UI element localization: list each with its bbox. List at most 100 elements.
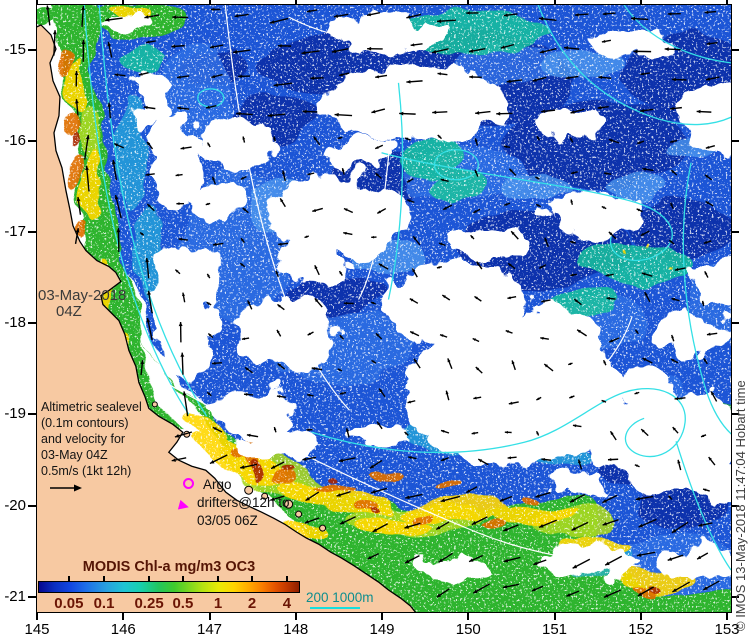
sealevel-contours — [83, 5, 731, 571]
colorbar-tick — [103, 576, 106, 581]
velocity-arrow-icon — [469, 75, 482, 79]
velocity-arrow-icon — [181, 292, 186, 303]
lon-tick — [467, 613, 470, 620]
lat-tick — [28, 140, 36, 143]
velocity-arrow-icon — [74, 228, 80, 245]
lon-tick — [639, 613, 642, 620]
velocity-arrow-icon — [531, 585, 544, 592]
velocity-arrow-icon — [608, 337, 620, 343]
lon-tick — [208, 613, 211, 620]
velocity-arrow-icon — [466, 11, 479, 15]
lat-tick-right — [732, 413, 739, 416]
lon-tick-top — [381, 0, 383, 4]
velocity-arrow-icon — [670, 202, 674, 209]
velocity-arrow-icon — [664, 47, 681, 52]
velocity-arrow-icon — [474, 295, 482, 302]
velocity-arrow-icon — [608, 231, 617, 240]
velocity-arrow-icon — [270, 495, 285, 501]
velocity-arrow-icon — [641, 272, 653, 277]
velocity-arrow-icon — [374, 144, 384, 150]
velocity-arrow-icon — [634, 391, 640, 395]
velocity-arrow-icon — [338, 270, 343, 276]
velocity-arrow-icon — [536, 396, 542, 401]
argo-note: Argo drifters@12h to 03/05 06Z — [197, 476, 290, 530]
velocity-arrow-icon — [644, 291, 651, 303]
colorbar-tick — [251, 576, 254, 581]
scalebar-label: 200 1000m — [306, 590, 374, 605]
velocity-arrow-icon — [174, 269, 181, 275]
velocity-arrow-icon — [138, 72, 149, 76]
lon-tick-label: 152 — [628, 621, 654, 638]
velocity-arrow-icon — [598, 75, 612, 80]
velocity-arrow-icon — [635, 495, 654, 501]
velocity-arrow-icon — [171, 44, 185, 49]
velocity-arrow-icon — [572, 424, 582, 428]
lat-tick-right — [732, 322, 739, 325]
velocity-arrow-icon — [503, 13, 518, 17]
velocity-arrow-icon — [465, 486, 478, 494]
colorbar-tick-label: 0.25 — [134, 595, 164, 612]
velocity-arrow-icon — [704, 10, 717, 14]
velocity-arrow-icon — [502, 524, 519, 532]
lat-tick — [28, 322, 36, 325]
velocity-arrow-icon — [239, 262, 246, 268]
velocity-arrow-icon — [343, 207, 354, 214]
velocity-arrow-icon — [539, 48, 557, 54]
velocity-arrow-icon — [338, 72, 350, 77]
velocity-arrow-icon — [305, 491, 320, 502]
velocity-arrow-icon — [640, 230, 650, 237]
velocity-arrow-icon — [399, 111, 416, 116]
lat-tick-right — [732, 140, 739, 143]
velocity-arrow-icon — [407, 400, 416, 404]
velocity-arrow-icon — [277, 44, 292, 48]
velocity-arrow-icon — [563, 46, 580, 50]
velocity-arrow-icon — [207, 332, 214, 339]
velocity-arrow-icon — [435, 521, 450, 531]
lon-tick-top — [36, 0, 38, 4]
velocity-arrow-icon — [270, 461, 285, 470]
velocity-arrow-icon — [602, 494, 618, 504]
velocity-arrow-icon — [304, 517, 320, 524]
velocity-arrow-icon — [367, 46, 383, 51]
velocity-arrow-icon — [107, 41, 113, 58]
velocity-arrow-icon — [536, 135, 541, 141]
velocity-arrow-icon — [700, 434, 707, 438]
velocity-arrow-icon — [182, 391, 189, 417]
velocity-arrow-icon — [507, 456, 517, 460]
velocity-arrow-icon — [570, 273, 577, 277]
velocity-arrow-icon — [706, 41, 718, 46]
velocity-arrow-icon — [408, 456, 417, 460]
velocity-arrow-icon — [212, 426, 223, 433]
velocity-arrow-icon — [704, 271, 709, 278]
altimetric-note: Altimetric sealevel (0.1m contours) and ve… — [41, 399, 142, 479]
velocity-arrow-icon — [307, 172, 315, 176]
velocity-arrow-icon — [411, 268, 418, 278]
velocity-arrow-icon — [367, 552, 380, 560]
lat-tick-right — [732, 504, 739, 507]
velocity-arrow-icon — [376, 207, 387, 214]
velocity-arrow-icon — [404, 554, 420, 564]
velocity-arrow-icon — [705, 144, 716, 149]
velocity-arrow-icon — [597, 106, 609, 110]
velocity-arrow-icon — [176, 202, 184, 206]
legend-title: MODIS Chl-a mg/m3 OC3 — [82, 559, 256, 575]
lon-tick — [553, 613, 556, 620]
lat-tick — [28, 504, 36, 507]
velocity-arrow-icon — [601, 39, 611, 43]
colorbar-tick — [285, 576, 288, 581]
velocity-arrow-icon — [278, 242, 289, 246]
colorbar-tick-label: 1 — [213, 595, 223, 612]
colorbar-tick-label: 0.05 — [54, 595, 84, 612]
velocity-arrow-icon — [541, 299, 551, 303]
velocity-arrow-icon — [541, 109, 556, 114]
velocity-arrow-icon — [601, 205, 607, 210]
velocity-arrow-icon — [601, 399, 607, 403]
velocity-arrow-icon — [706, 332, 718, 336]
velocity-arrow-icon — [633, 49, 652, 54]
velocity-arrow-icon — [704, 174, 713, 181]
velocity-arrow-icon — [576, 329, 587, 337]
velocity-arrow-icon — [212, 242, 224, 247]
velocity-arrow-icon — [232, 49, 251, 54]
velocity-arrow-icon — [246, 433, 259, 438]
velocity-arrow-icon — [470, 234, 475, 240]
